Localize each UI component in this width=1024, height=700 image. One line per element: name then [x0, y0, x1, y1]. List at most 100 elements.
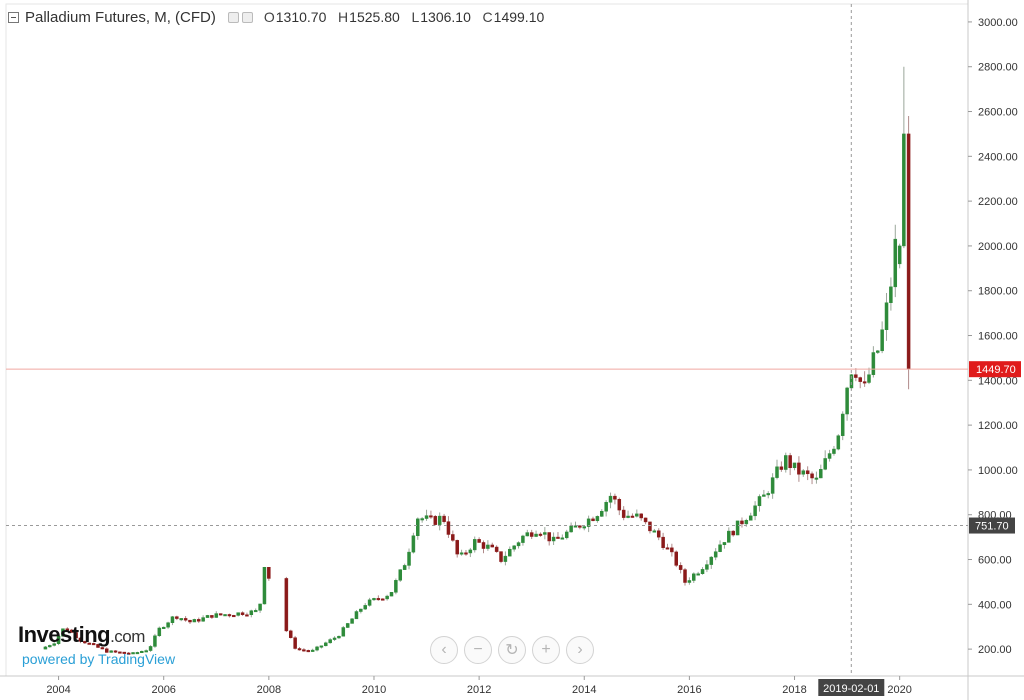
candle-up	[722, 542, 727, 546]
settings-icon[interactable]	[227, 11, 239, 23]
candle-up	[880, 329, 884, 352]
zoom-in-button[interactable]: +	[532, 636, 560, 664]
candle-up	[876, 350, 880, 353]
candle-up	[573, 525, 578, 528]
candle-up	[407, 551, 411, 566]
candle-down	[481, 542, 486, 549]
candle-down	[91, 643, 96, 646]
candle-down	[83, 641, 87, 644]
chart-navigation: ‹ − ↻ + ›	[430, 636, 594, 664]
candle-down	[429, 515, 433, 518]
candle-down	[731, 530, 735, 536]
candle-down	[105, 648, 109, 653]
candle-up	[48, 645, 52, 648]
candle-down	[126, 652, 131, 655]
candle-up	[359, 608, 363, 612]
candle-down	[797, 462, 801, 475]
investing-logo[interactable]: Investing.com	[18, 622, 175, 648]
candle-down	[862, 381, 867, 384]
candle-down	[661, 536, 665, 548]
x-tick-label: 2018	[782, 684, 806, 696]
reset-button[interactable]: ↻	[498, 636, 526, 664]
plot-area[interactable]	[5, 3, 969, 677]
candle-up	[402, 565, 407, 570]
candle-down	[683, 569, 687, 583]
candle-up	[385, 595, 389, 600]
candle-down	[617, 499, 622, 511]
candle-down	[376, 598, 381, 601]
candle-up	[389, 592, 394, 597]
candle-up	[157, 627, 162, 637]
candle-down	[87, 642, 91, 645]
candle-down	[240, 612, 245, 615]
last-price-label: 1449.70	[976, 364, 1016, 376]
candle-down	[621, 509, 626, 518]
close-label: C	[482, 9, 493, 25]
candle-up	[626, 515, 630, 518]
candle-up	[516, 542, 521, 547]
candle-up	[161, 626, 166, 629]
candle-up	[871, 352, 876, 375]
candle-up	[696, 573, 700, 576]
candle-down	[805, 470, 810, 475]
powered-by-link[interactable]: powered by TradingView	[22, 651, 176, 667]
candle-down	[591, 518, 595, 522]
candle-up	[608, 495, 613, 503]
candle-up	[845, 387, 849, 415]
candle-down	[906, 133, 911, 370]
candle-up	[236, 612, 240, 616]
candle-down	[490, 544, 495, 548]
candle-down	[674, 551, 678, 566]
candle-down	[678, 565, 683, 570]
candle-down	[854, 374, 858, 378]
low-value: 1306.10	[420, 9, 471, 25]
candle-up	[262, 567, 267, 605]
candle-up	[600, 510, 604, 517]
chart-header: Palladium Futures, M, (CFD) O1310.70 H15…	[8, 6, 544, 28]
y-tick-label: 1200.00	[978, 420, 1018, 432]
candle-up	[586, 518, 591, 527]
candle-up	[604, 502, 608, 512]
crosshair-price-label: 751.70	[975, 521, 1009, 533]
candle-up	[792, 462, 797, 469]
candle-down	[451, 534, 455, 541]
candle-up	[867, 374, 871, 383]
candle-down	[538, 533, 543, 536]
candle-down	[245, 614, 249, 617]
candle-down	[122, 651, 127, 654]
candle-down	[788, 455, 792, 469]
candle-down	[464, 552, 468, 555]
scroll-right-button[interactable]: ›	[566, 636, 594, 664]
close-value: 1499.10	[493, 9, 545, 25]
candle-up	[521, 535, 525, 543]
collapse-toggle[interactable]	[8, 11, 19, 23]
candle-down	[69, 629, 74, 633]
candle-down	[556, 536, 560, 539]
high-label: H	[338, 9, 349, 25]
x-tick-label: 2016	[677, 684, 701, 696]
candle-up	[61, 628, 65, 637]
scroll-left-button[interactable]: ‹	[430, 636, 458, 664]
y-tick-label: 1600.00	[978, 331, 1018, 343]
candle-up	[849, 374, 854, 389]
candle-up	[345, 623, 350, 628]
candle-down	[175, 616, 179, 619]
candle-up	[144, 650, 148, 653]
candle-up	[437, 515, 442, 525]
candle-up	[205, 615, 210, 618]
open-value: 1310.70	[275, 9, 327, 25]
candle-down	[643, 517, 648, 523]
candle-up	[416, 518, 420, 536]
candle-up	[560, 537, 565, 540]
candle-up	[166, 622, 170, 628]
y-tick-label: 1800.00	[978, 286, 1018, 298]
candle-up	[801, 470, 806, 475]
candle-up	[354, 611, 359, 620]
hide-icon[interactable]	[241, 11, 253, 23]
candle-down	[547, 532, 551, 542]
candle-up	[258, 603, 262, 611]
logo-suffix: .com	[110, 627, 145, 646]
open-label: O	[263, 9, 275, 25]
zoom-out-button[interactable]: −	[464, 636, 492, 664]
